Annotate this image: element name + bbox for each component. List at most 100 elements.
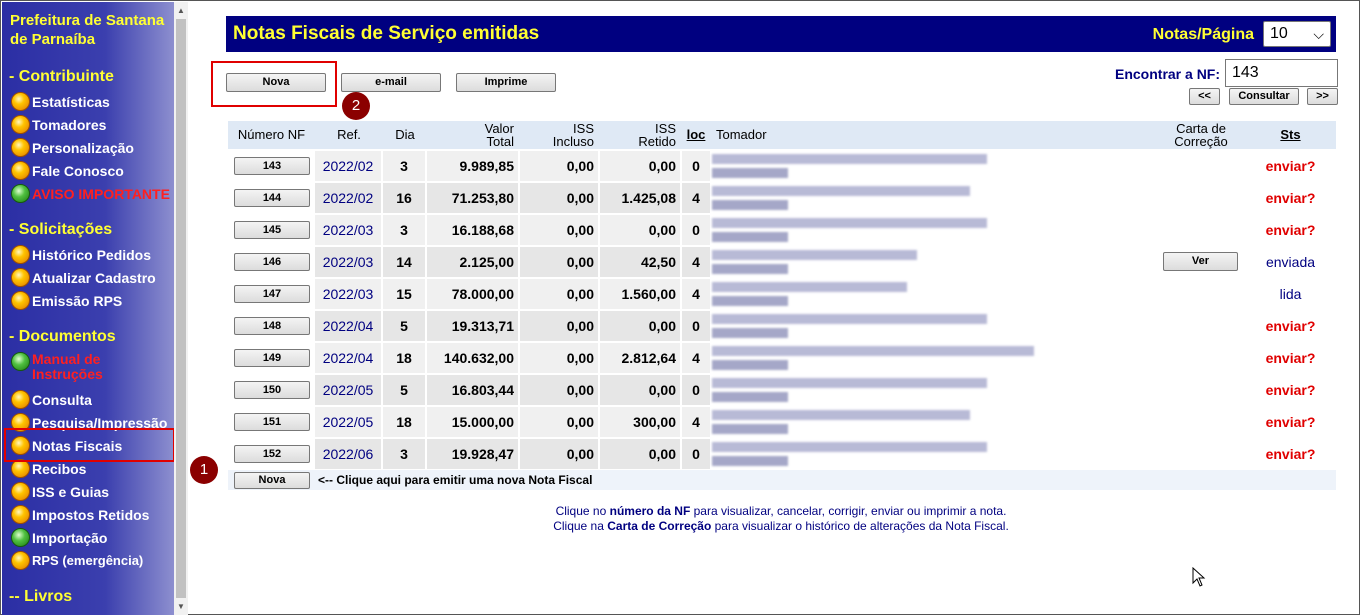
- carta-ver-button[interactable]: Ver: [1163, 252, 1238, 271]
- sidebar-item-tomadores[interactable]: Tomadores: [11, 114, 106, 135]
- nf-number-button[interactable]: 149: [234, 349, 310, 367]
- email-button[interactable]: e-mail: [341, 73, 441, 92]
- status-link[interactable]: enviar?: [1265, 382, 1316, 398]
- sidebar-item-notas-fiscais[interactable]: Notas Fiscais: [11, 435, 122, 456]
- scroll-up-arrow-icon[interactable]: ▲: [177, 6, 185, 15]
- sidebar-item-iss-guias[interactable]: ISS e Guias: [11, 481, 109, 502]
- cell-tomador: [712, 407, 1157, 437]
- status-link[interactable]: enviar?: [1265, 446, 1316, 462]
- cell-iss-incluso: 0,00: [520, 343, 598, 373]
- status-link[interactable]: enviar?: [1265, 222, 1316, 238]
- sidebar-item-aviso-importante[interactable]: AVISO IMPORTANTE: [11, 183, 170, 204]
- prev-page-button[interactable]: <<: [1189, 88, 1220, 105]
- sidebar-item-label: Consulta: [32, 391, 92, 408]
- col-loc[interactable]: loc: [686, 127, 706, 142]
- nf-number-button[interactable]: 152: [234, 445, 310, 463]
- cell-ref[interactable]: 2022/02: [315, 183, 381, 213]
- sidebar-item-atualizar-cadastro[interactable]: Atualizar Cadastro: [11, 267, 156, 288]
- cell-loc: 4: [682, 279, 710, 309]
- sidebar-item-historico-pedidos[interactable]: Histórico Pedidos: [11, 244, 151, 265]
- page-title: Notas Fiscais de Serviço emitidas: [233, 23, 540, 44]
- nova-footer-button[interactable]: Nova: [234, 472, 310, 489]
- status-link[interactable]: enviar?: [1265, 414, 1316, 430]
- sidebar-item-impostos-retidos[interactable]: Impostos Retidos: [11, 504, 149, 525]
- help-text-1b: número da NF: [609, 504, 691, 518]
- cell-iss-incluso: 0,00: [520, 375, 598, 405]
- table-header: Número NF Ref. Dia Valor Total ISS Incluso…: [228, 121, 1336, 149]
- nf-number-button[interactable]: 150: [234, 381, 310, 399]
- orange-ball-icon: [11, 92, 30, 111]
- sidebar-item-rps-emergencia[interactable]: RPS (emergência): [11, 550, 143, 571]
- redacted-text: [712, 456, 788, 466]
- cell-tomador: [712, 279, 1157, 309]
- sidebar-item-estatisticas[interactable]: Estatísticas: [11, 91, 110, 112]
- green-ball-icon: [11, 352, 30, 371]
- cell-dia: 3: [383, 151, 425, 181]
- cell-iss-retido: 1.560,00: [600, 279, 680, 309]
- sidebar-item-pesquisa-impressao[interactable]: Pesquisa/Impressão: [11, 412, 167, 433]
- sidebar-item-consulta[interactable]: Consulta: [11, 389, 92, 410]
- cell-ref[interactable]: 2022/03: [315, 247, 381, 277]
- sidebar-item-fale-conosco[interactable]: Fale Conosco: [11, 160, 124, 181]
- sidebar-scrollbar[interactable]: ▲ ▼: [174, 2, 188, 615]
- next-page-button[interactable]: >>: [1307, 88, 1338, 105]
- col-carta-correcao: Carta de Correção: [1159, 121, 1243, 149]
- cell-ref[interactable]: 2022/04: [315, 311, 381, 341]
- sidebar-item-manual[interactable]: Manual de Instruções: [11, 352, 171, 382]
- nf-number-button[interactable]: 151: [234, 413, 310, 431]
- nf-number-button[interactable]: 144: [234, 189, 310, 207]
- cell-ref[interactable]: 2022/06: [315, 439, 381, 469]
- cell-tomador: [712, 311, 1157, 341]
- redacted-text: [712, 264, 788, 274]
- status-link[interactable]: enviar?: [1265, 350, 1316, 366]
- status-link[interactable]: enviar?: [1265, 158, 1316, 174]
- cell-tomador: [712, 439, 1157, 469]
- imprime-button[interactable]: Imprime: [456, 73, 556, 92]
- nf-number-button[interactable]: 148: [234, 317, 310, 335]
- status-link[interactable]: enviar?: [1265, 318, 1316, 334]
- cell-ref[interactable]: 2022/05: [315, 375, 381, 405]
- consultar-button[interactable]: Consultar: [1229, 88, 1299, 105]
- sidebar-item-importacao[interactable]: Importação: [11, 527, 107, 548]
- scroll-thumb[interactable]: [176, 19, 186, 598]
- nf-number-button[interactable]: 143: [234, 157, 310, 175]
- scroll-down-arrow-icon[interactable]: ▼: [177, 602, 185, 611]
- cell-ref[interactable]: 2022/04: [315, 343, 381, 373]
- header-bar: Notas Fiscais de Serviço emitidas Notas/…: [226, 16, 1336, 52]
- cell-dia: 5: [383, 375, 425, 405]
- cell-loc: 0: [682, 151, 710, 181]
- sidebar-item-recibos[interactable]: Recibos: [11, 458, 86, 479]
- section-solicitacoes: - Solicitações: [9, 221, 113, 238]
- redacted-text: [712, 218, 987, 228]
- sidebar-item-personalizacao[interactable]: Personalização: [11, 137, 134, 158]
- redacted-text: [712, 168, 788, 178]
- orange-ball-icon: [11, 390, 30, 409]
- sidebar-item-emissao-rps[interactable]: Emissão RPS: [11, 290, 122, 311]
- nf-number-button[interactable]: 147: [234, 285, 310, 303]
- status-link[interactable]: lida: [1279, 286, 1302, 302]
- col-sts[interactable]: Sts: [1280, 127, 1301, 142]
- cell-ref[interactable]: 2022/03: [315, 279, 381, 309]
- nf-number-button[interactable]: 146: [234, 253, 310, 271]
- step-badge-1: 1: [190, 456, 218, 484]
- status-link[interactable]: enviada: [1265, 254, 1316, 270]
- find-nf-input[interactable]: 143: [1225, 59, 1338, 87]
- table-row: 152 2022/06 3 19.928,47 0,00 0,00 0 enviar?: [228, 439, 1336, 469]
- cell-ref[interactable]: 2022/02: [315, 151, 381, 181]
- help-text-2c: para visualizar o histórico de alteraçõe…: [711, 519, 1009, 533]
- cell-ref[interactable]: 2022/05: [315, 407, 381, 437]
- sidebar-item-label: Importação: [32, 529, 108, 546]
- cell-dia: 3: [383, 439, 425, 469]
- status-link[interactable]: enviar?: [1265, 190, 1316, 206]
- cell-valor-total: 16.803,44: [427, 375, 518, 405]
- mouse-cursor-icon: [1192, 567, 1206, 587]
- cell-dia: 18: [383, 407, 425, 437]
- nf-number-button[interactable]: 145: [234, 221, 310, 239]
- per-page-select[interactable]: 10 ⌵: [1263, 21, 1331, 47]
- cell-dia: 18: [383, 343, 425, 373]
- redacted-text: [712, 410, 970, 420]
- cell-ref[interactable]: 2022/03: [315, 215, 381, 245]
- nova-button[interactable]: Nova: [226, 73, 326, 92]
- orange-ball-icon: [11, 291, 30, 310]
- step-badge-2: 2: [342, 92, 370, 120]
